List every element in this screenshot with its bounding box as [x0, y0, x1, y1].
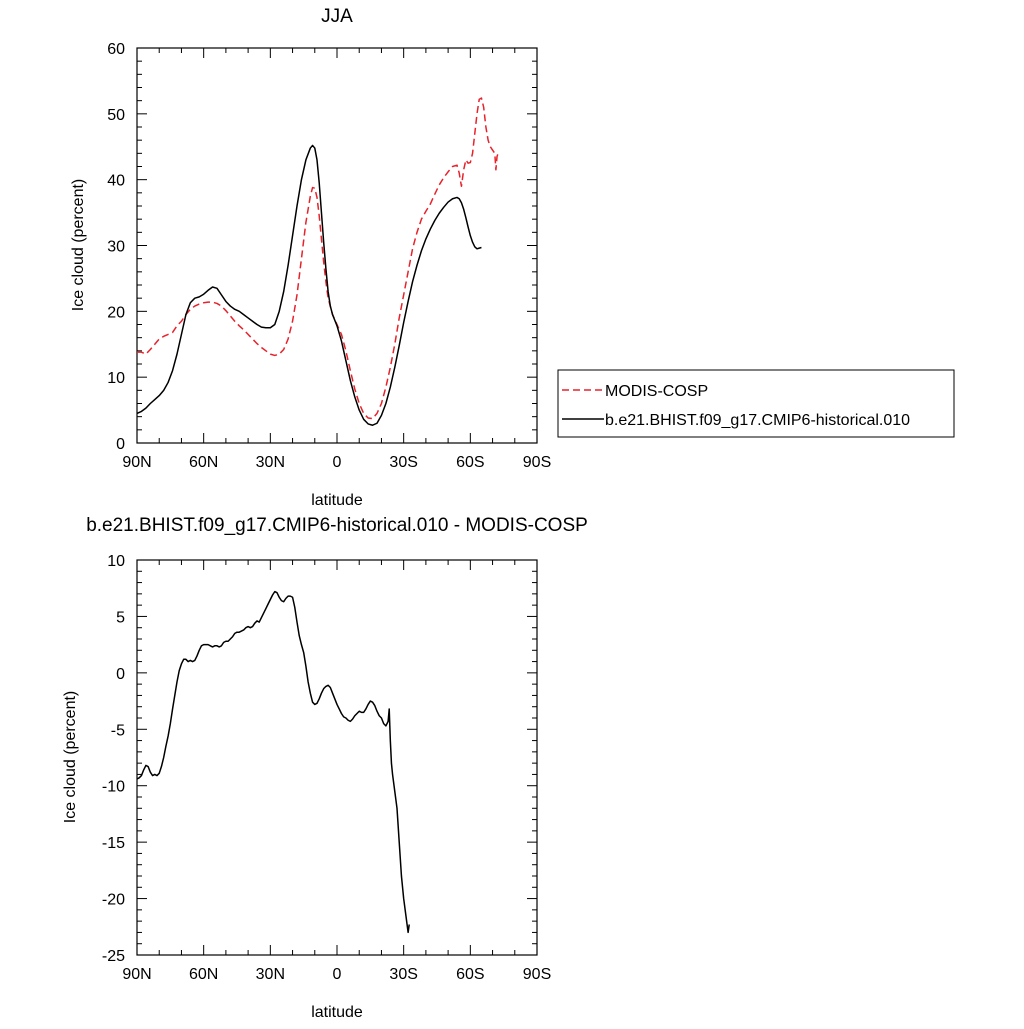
- bottom-x-axis-label: latitude: [311, 1004, 363, 1021]
- y-tick-label: 5: [116, 609, 125, 626]
- top-chart-title: JJA: [321, 6, 353, 27]
- x-tick-label: 60S: [456, 454, 484, 471]
- top-axes-ticks: [136, 47, 538, 444]
- y-tick-label: -20: [102, 892, 125, 909]
- x-tick-label: 30N: [256, 966, 285, 983]
- y-tick-label: 20: [107, 304, 125, 321]
- top-y-axis-label: Ice cloud (percent): [70, 179, 87, 312]
- bottom-axes-ticks: [136, 559, 538, 956]
- x-tick-label: 30S: [389, 454, 417, 471]
- bottom-series: [136, 590, 410, 934]
- legend-label-model: b.e21.BHIST.f09_g17.CMIP6-historical.010: [605, 412, 910, 429]
- series-line-difference: [136, 590, 410, 934]
- bottom-panel: b.e21.BHIST.f09_g17.CMIP6-historical.010…: [62, 515, 588, 1021]
- y-tick-label: 30: [107, 239, 125, 256]
- series-line-cmip6-model: [136, 144, 482, 426]
- legend-label-modis: MODIS-COSP: [605, 383, 708, 400]
- top-x-axis-label: latitude: [311, 492, 363, 509]
- top-series: [136, 97, 499, 426]
- top-tick-labels: 90N 60N 30N 0 30S 60S 90S 0 10 20 30 40 50 60: [107, 41, 551, 471]
- y-tick-label: 60: [107, 41, 125, 58]
- legend: MODIS-COSP b.e21.BHIST.f09_g17.CMIP6-his…: [557, 369, 955, 438]
- x-tick-label: 0: [333, 454, 342, 471]
- y-tick-label: -5: [111, 722, 125, 739]
- y-tick-label: 50: [107, 107, 125, 124]
- x-tick-label: 60N: [189, 454, 218, 471]
- x-tick-label: 90S: [523, 966, 551, 983]
- x-tick-label: 0: [333, 966, 342, 983]
- legend-box: [557, 369, 955, 438]
- y-tick-label: -10: [102, 779, 125, 796]
- y-tick-label: -15: [102, 835, 125, 852]
- x-tick-label: 30N: [256, 454, 285, 471]
- y-tick-label: 10: [107, 370, 125, 387]
- x-tick-label: 60S: [456, 966, 484, 983]
- x-tick-label: 30S: [389, 966, 417, 983]
- bottom-tick-labels: 90N 60N 30N 0 30S 60S 90S -25 -20 -15 -10 -5 0 5 10: [102, 553, 551, 983]
- x-tick-label: 90N: [122, 966, 151, 983]
- top-panel: JJA 90N 60N 30N 0 30S 60S 90S 0 10 20 30 40 50 60 lat…: [70, 6, 551, 509]
- x-tick-label: 90S: [523, 454, 551, 471]
- y-tick-label: 10: [107, 553, 125, 570]
- y-tick-label: 0: [116, 666, 125, 683]
- bottom-y-axis-label: Ice cloud (percent): [62, 691, 79, 824]
- x-tick-label: 60N: [189, 966, 218, 983]
- x-tick-label: 90N: [122, 454, 151, 471]
- y-tick-label: 0: [116, 436, 125, 453]
- bottom-chart-title: b.e21.BHIST.f09_g17.CMIP6-historical.010…: [86, 515, 588, 536]
- y-tick-label: -25: [102, 948, 125, 965]
- y-tick-label: 40: [107, 173, 125, 190]
